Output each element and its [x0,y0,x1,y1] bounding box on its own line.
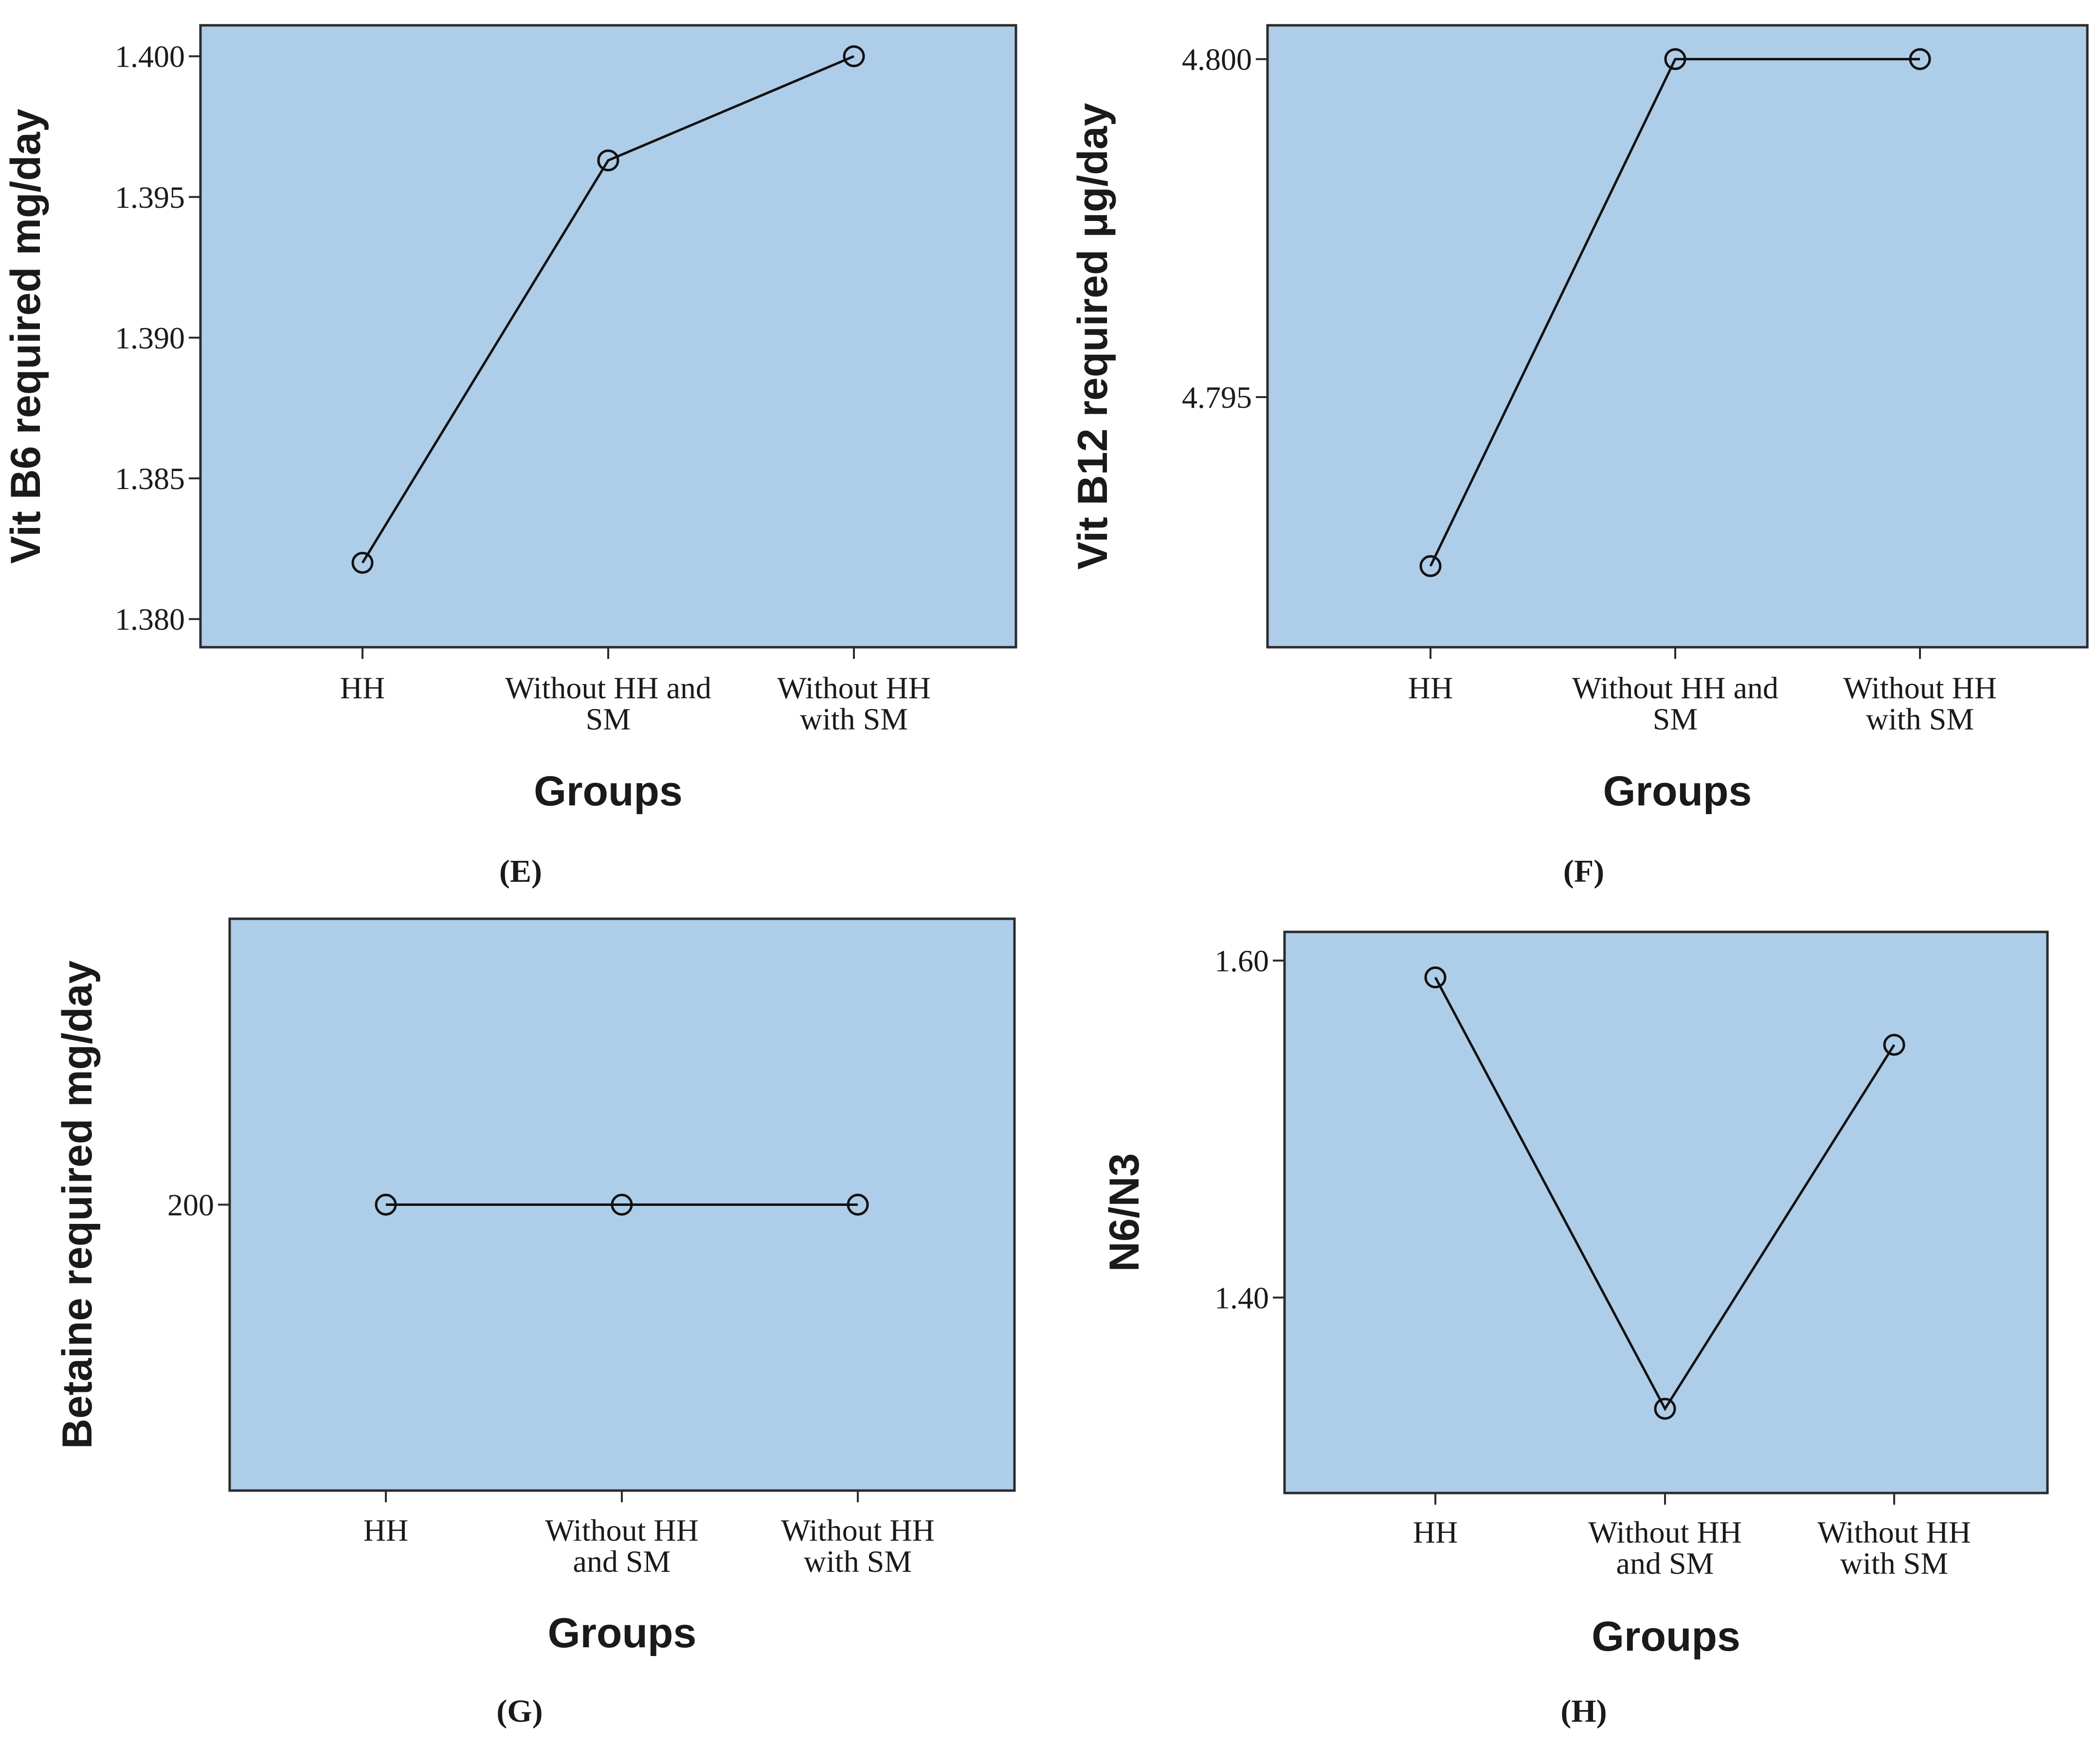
chart-4-y-tick-label: 1.60 [1214,944,1269,978]
chart-1-y-tick-label: 1.385 [115,461,185,496]
chart-4-point [1424,966,1447,988]
chart-2-point [1909,48,1931,70]
chart-2-category-label: Without HH with SM [1843,671,1997,736]
chart-1-x-axis-title: Groups [534,768,683,815]
chart-2-category-label-line: with SM [1866,702,1974,736]
chart-1-panel-label: (E) [499,854,542,889]
chart-1-y-tick-label: 1.395 [115,180,185,215]
chart-2-category-label-line: HH [1408,671,1453,705]
chart-2: 4.795 4.800 HH Without HH and SM Without HH wi… [1069,24,2089,889]
chart-1-series-line [361,55,854,564]
chart-4-category-label: HH [1413,1515,1458,1549]
chart-1-category-label-line: HH [340,671,385,705]
chart-3-point [375,1194,397,1216]
chart-4-y-axis-title: N6/N3 [1101,1153,1148,1272]
chart-4-category-label: Without HH with SM [1817,1515,1971,1581]
chart-3-panel-label: (G) [496,1693,543,1729]
chart-2-category-label-line: Without HH [1843,671,1997,705]
chart-4-point [1883,1034,1905,1056]
chart-1: 1.380 1.385 1.390 1.395 1.400 HH Without HH an… [2,24,1017,889]
chart-4-category-label-line: Without HH [1817,1515,1971,1549]
chart-4-point [1654,1398,1676,1420]
chart-1-y-tick-label: 1.400 [115,39,185,74]
chart-1-category-label-line: Without HH and [505,671,711,705]
chart-2-y-axis-title: Vit B12 required μg/day [1069,103,1116,569]
chart-4-category-label-line: and SM [1616,1546,1714,1581]
chart-3-category-label: Without HH and SM [545,1513,699,1579]
chart-3-category-label-line: Without HH [781,1513,935,1548]
chart-4-category-label: Without HH and SM [1588,1515,1742,1581]
chart-2-category-label-line: SM [1653,702,1698,736]
chart-3-category-label-line: HH [363,1513,408,1548]
chart-1-y-axis-title: Vit B6 required mg/day [2,109,49,564]
chart-2-y-tick-label: 4.795 [1182,380,1252,415]
chart-1-plot-area [199,24,1017,649]
chart-3-point [847,1194,869,1216]
chart-4-y-tick-label: 1.40 [1214,1280,1269,1315]
chart-2-point [1664,48,1686,70]
chart-1-category-label: Without HH with SM [777,671,931,736]
chart-1-category-label: HH [340,671,385,705]
chart-3-category-label-line: and SM [573,1544,671,1579]
chart-3-x-axis-title: Groups [548,1610,697,1657]
chart-2-point [1419,555,1442,577]
chart-1-point [597,149,619,172]
chart-1-category-label-line: Without HH [777,671,931,705]
chart-1-category-label-line: with SM [800,702,908,736]
chart-3-category-label-line: with SM [804,1544,912,1579]
chart-4-x-axis-title: Groups [1592,1613,1740,1660]
chart-4-category-label-line: Without HH [1588,1515,1742,1549]
chart-2-panel-label: (F) [1563,854,1604,889]
chart-2-category-label: Without HH and SM [1572,671,1778,736]
chart-3-category-label: HH [363,1513,408,1548]
chart-4-category-label-line: with SM [1840,1546,1948,1581]
chart-4-category-label-line: HH [1413,1515,1458,1549]
chart-1-category-label: Without HH and SM [505,671,711,736]
chart-2-plot-area [1266,24,2089,649]
chart-1-y-tick-label: 1.390 [115,321,185,355]
chart-2-series-line [1429,57,1920,567]
chart-2-x-axis-title: Groups [1603,768,1752,815]
chart-1-category-label-line: SM [586,702,631,736]
chart-3-y-tick-label: 200 [167,1188,214,1222]
chart-3-point [611,1194,633,1216]
chart-2-y-tick-label: 4.800 [1182,42,1252,76]
chart-2-category-label-line: Without HH and [1572,671,1778,705]
chart-1-point [843,45,865,68]
chart-4-series-line [1434,977,1896,1411]
chart-3-category-label: Without HH with SM [781,1513,935,1579]
chart-1-point [351,552,374,574]
chart-3-y-axis-title: Betaine required mg/day [54,961,101,1449]
chart-3-category-label-line: Without HH [545,1513,699,1548]
chart-2-category-label: HH [1408,671,1453,705]
chart-1-y-tick-label: 1.380 [115,602,185,637]
chart-4-panel-label: (H) [1560,1693,1607,1729]
